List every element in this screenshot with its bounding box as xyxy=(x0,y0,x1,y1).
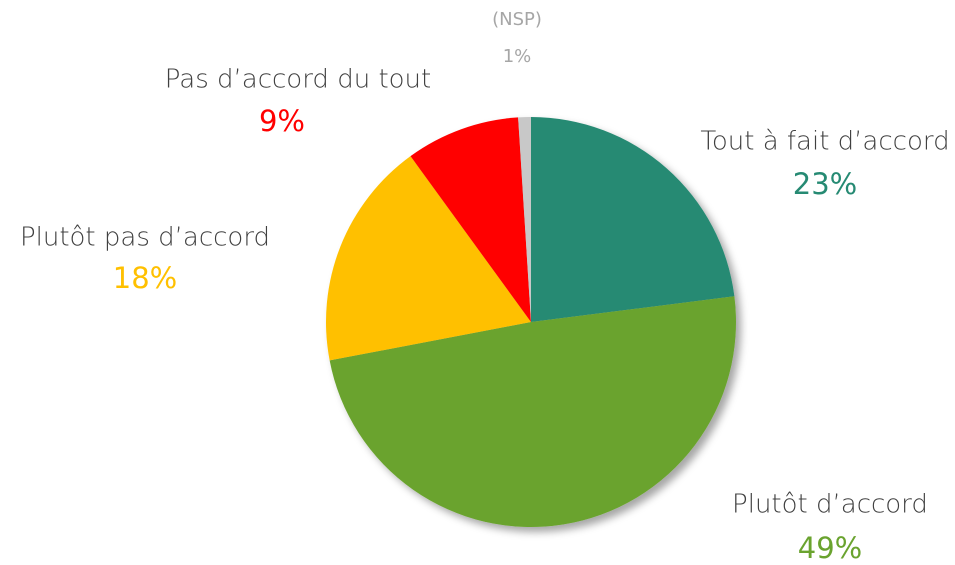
slice xyxy=(531,117,735,322)
slice-label: Tout à fait d’accord xyxy=(700,127,949,157)
value-label: 1% xyxy=(503,46,532,67)
slice-label: Plutôt d’accord xyxy=(732,490,928,520)
slice xyxy=(410,117,531,323)
value-label: 49% xyxy=(798,531,862,565)
value-label: 23% xyxy=(793,167,857,201)
value-label: 18% xyxy=(113,261,177,295)
slice-label: (NSP) xyxy=(492,9,542,30)
value-label: 9% xyxy=(259,104,305,138)
slice xyxy=(518,117,531,322)
slice xyxy=(326,156,531,361)
slice xyxy=(329,296,736,527)
pie xyxy=(326,117,736,527)
slice-label: Pas d’accord du tout xyxy=(165,65,431,95)
slice-label: Plutôt pas d’accord xyxy=(20,223,270,253)
